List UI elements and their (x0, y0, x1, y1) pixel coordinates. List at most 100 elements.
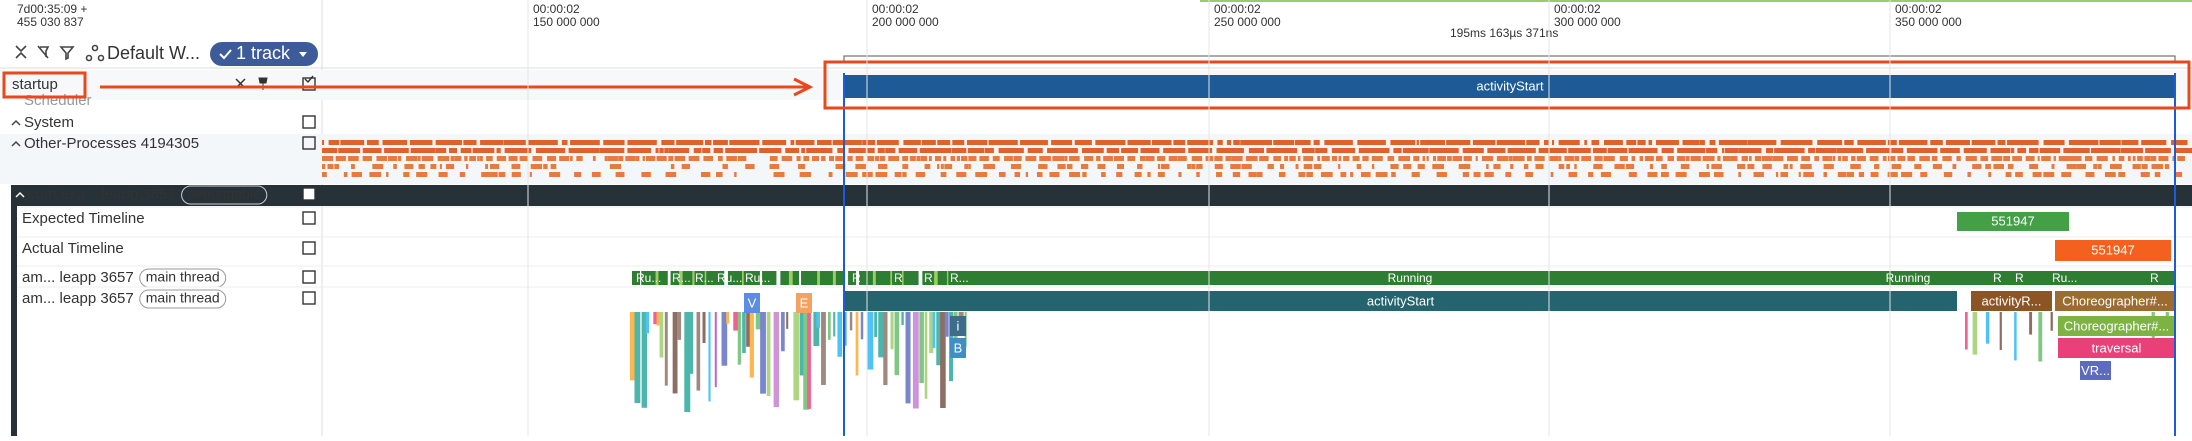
process-slice (2118, 172, 2126, 177)
slice[interactable] (744, 293, 760, 313)
call-slice (760, 312, 766, 394)
workspace-icon[interactable] (91, 44, 99, 52)
process-slice (1402, 148, 1429, 153)
expand-icon[interactable] (11, 140, 21, 147)
process-slice (866, 156, 875, 161)
workspace-icon[interactable] (97, 54, 105, 62)
process-slice (2154, 172, 2161, 177)
process-slice (1248, 172, 1257, 177)
track-filter-label[interactable]: 1 track (236, 43, 291, 63)
process-slice (950, 156, 956, 161)
process-slice (1095, 140, 1126, 145)
track-label[interactable]: System (24, 114, 74, 131)
process-slice (909, 156, 916, 161)
process-slice (1551, 140, 1555, 145)
process-slice (490, 172, 498, 177)
process-slice (866, 148, 875, 153)
filter-icon[interactable] (59, 46, 75, 61)
process-slice (1783, 164, 1789, 169)
state-gap (655, 271, 659, 285)
unpin-icon[interactable] (37, 45, 50, 59)
process-slice (1891, 164, 1902, 169)
track-label[interactable]: Scheduler (24, 92, 92, 109)
process-slice (1626, 140, 1637, 145)
process-slice (348, 156, 359, 161)
checkbox[interactable] (302, 270, 316, 284)
process-slice (937, 140, 951, 145)
process-slice (1217, 140, 1223, 145)
state-label: Running (1886, 271, 1931, 285)
track-tag: debuggable (188, 186, 261, 202)
slice[interactable] (796, 293, 812, 313)
process-slice (915, 172, 926, 177)
process-slice (1749, 156, 1752, 161)
process-slice (862, 140, 876, 145)
process-slice (1475, 156, 1478, 161)
process-slice (1798, 172, 1801, 177)
process-slice (1603, 140, 1623, 145)
track-label[interactable]: Actual Timeline (22, 240, 124, 257)
checkbox[interactable] (302, 77, 316, 91)
expand-icon[interactable] (11, 119, 21, 126)
slice[interactable] (1971, 291, 2052, 311)
checkbox[interactable] (302, 187, 316, 201)
collapse-icon[interactable] (15, 45, 27, 59)
track-label[interactable]: am... leapp 3657 (22, 269, 134, 286)
process-slice (561, 140, 568, 145)
process-slice (1084, 156, 1094, 161)
track-label[interactable]: startup (12, 76, 58, 93)
process-slice (1588, 172, 1594, 177)
call-slice (653, 312, 659, 325)
checkbox[interactable] (302, 241, 316, 255)
process-slice (1280, 164, 1285, 169)
slice[interactable] (844, 291, 1957, 311)
state-label: R (852, 271, 861, 285)
call-slice (878, 312, 884, 358)
process-slice (1837, 156, 1842, 161)
track-label[interactable]: Expected Timeline (22, 210, 145, 227)
slice[interactable] (950, 338, 966, 358)
slice[interactable] (2055, 291, 2175, 311)
call-slice (645, 312, 650, 334)
slice-label: activityR... (1982, 293, 2042, 308)
process-slice (1266, 148, 1298, 153)
slice[interactable] (844, 75, 2175, 98)
process-slice (1127, 140, 1151, 145)
checkbox[interactable] (302, 211, 316, 225)
checkbox[interactable] (302, 115, 316, 129)
process-slice (903, 140, 921, 145)
call-slice (894, 312, 900, 376)
process-slice (1147, 172, 1151, 177)
process-slice (1817, 140, 1843, 145)
process-slice (924, 164, 931, 169)
tick-time: 00:00:02 (1214, 2, 1261, 16)
process-slice (1069, 172, 1080, 177)
checkbox[interactable] (302, 136, 316, 150)
call-slice (1999, 312, 2002, 351)
workspace-icon[interactable] (85, 54, 93, 62)
process-slice (952, 140, 965, 145)
track-label[interactable]: Other-Processes 4194305 (24, 135, 199, 152)
slice[interactable] (2080, 361, 2111, 380)
track-label[interactable]: com.exa leapp 3657 (28, 186, 176, 203)
slice[interactable] (1957, 212, 2069, 231)
slice[interactable] (2058, 338, 2175, 358)
slice[interactable] (950, 316, 966, 336)
state-gap (679, 271, 683, 285)
process-slice (1013, 156, 1022, 161)
process-slice (405, 156, 418, 161)
process-slice (1306, 172, 1313, 177)
slice[interactable] (2055, 240, 2171, 261)
checkbox[interactable] (302, 291, 316, 305)
expand-icon[interactable] (15, 191, 25, 198)
workspace-name[interactable]: Default W... (107, 43, 200, 63)
track-filter-chip[interactable] (210, 42, 318, 66)
slice-label: 551947 (2091, 242, 2134, 257)
state-label: R (2015, 271, 2024, 285)
process-slice (1403, 164, 1412, 169)
slice[interactable] (2058, 316, 2175, 336)
process-slice (2151, 164, 2164, 169)
process-slice (1676, 156, 1686, 161)
track-label[interactable]: am... leapp 3657 (22, 290, 134, 307)
